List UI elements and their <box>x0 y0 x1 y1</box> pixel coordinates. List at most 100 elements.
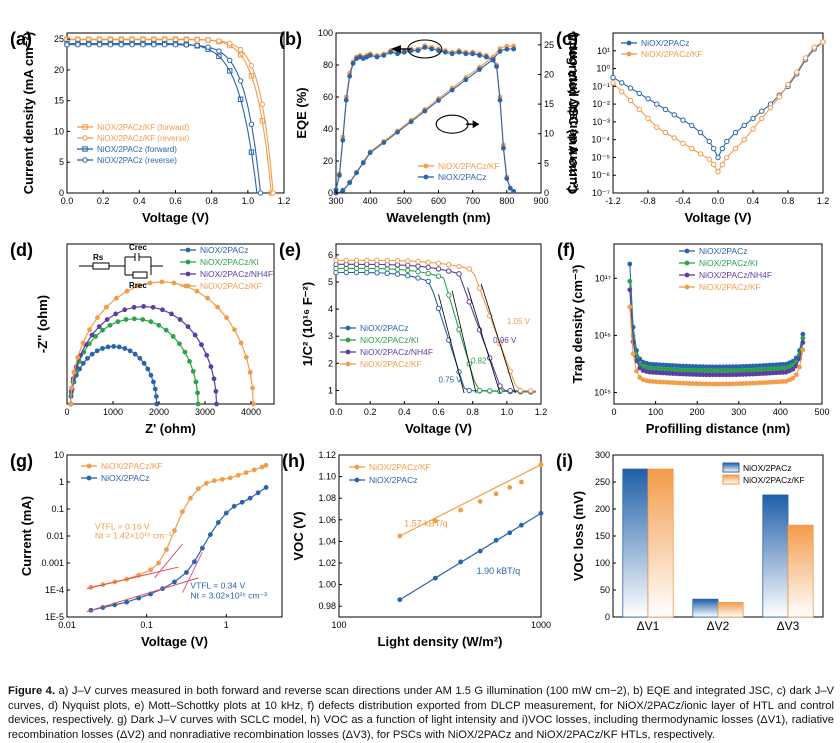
series-marker <box>235 472 241 478</box>
series-marker <box>715 168 721 175</box>
series-marker <box>727 372 733 378</box>
series-marker <box>193 379 199 385</box>
series-marker <box>425 259 431 265</box>
series-marker <box>507 387 513 394</box>
x-tick-label: 800 <box>499 196 514 206</box>
series-marker <box>707 372 713 378</box>
series-marker <box>689 145 695 152</box>
panel-e: (e)0.75 V0.820.96 V1.05 V0.0 0.2 0.4 0.6 0.8… <box>279 240 547 436</box>
series-marker <box>247 369 253 375</box>
series-marker <box>205 37 211 43</box>
bar <box>692 598 719 618</box>
series-marker <box>724 154 730 161</box>
panel-label: (f) <box>557 240 575 260</box>
x-tick-label: 1.2 <box>535 407 548 417</box>
series-marker <box>634 368 639 374</box>
vbi-annotation: 0.82 <box>471 356 487 365</box>
legend-text: NiOX/2PACz/KF <box>360 359 422 369</box>
series-marker <box>100 327 105 333</box>
series-marker <box>172 579 177 585</box>
series-marker <box>216 38 222 44</box>
series-marker <box>127 348 133 354</box>
series-marker <box>637 375 643 380</box>
eqe-marker <box>463 51 469 57</box>
y-tick-label: 20 <box>323 156 333 166</box>
series-marker <box>654 101 660 107</box>
series-marker <box>627 261 633 267</box>
x-tick-label: 0.0 <box>712 196 725 206</box>
y-tick-label: 6 <box>328 250 333 260</box>
series-marker <box>188 495 193 501</box>
caption-text: a) J–V curves measured in both forward a… <box>8 685 834 741</box>
series-marker <box>89 351 95 357</box>
legend-text: NiOX/2PACz <box>641 38 690 48</box>
series-marker <box>248 62 255 69</box>
series-marker <box>64 41 70 48</box>
series-marker <box>456 271 462 277</box>
series-marker <box>713 381 719 387</box>
legend-text: NiOX/2PACz <box>743 463 792 473</box>
y-axis-label: VOC (V) <box>291 511 306 560</box>
x-tick-label: 0.8 <box>782 196 795 206</box>
series-marker <box>219 476 225 482</box>
series-marker <box>248 149 255 155</box>
series-marker <box>759 115 765 122</box>
series-marker <box>730 364 736 370</box>
series-marker <box>164 547 169 552</box>
series-marker <box>697 368 703 374</box>
series-marker <box>163 327 169 333</box>
y-tick-label: 0.01 <box>46 531 64 541</box>
series-marker <box>111 344 117 349</box>
y-tick-label: 100 <box>318 28 333 38</box>
series-marker <box>122 346 128 351</box>
series-marker <box>148 567 154 573</box>
x-tick-label: 0.1 <box>140 620 153 630</box>
legend-swatch <box>722 462 740 473</box>
y-tick-label: 0 <box>328 188 333 198</box>
x-tick-label: 1.2 <box>817 196 830 206</box>
series-marker <box>720 381 726 387</box>
legend-marker <box>354 477 360 483</box>
series-marker <box>700 364 706 370</box>
series-marker <box>394 257 401 264</box>
series-marker <box>255 490 261 496</box>
eqe-marker <box>442 49 448 55</box>
series-marker <box>161 42 168 48</box>
series-marker <box>107 322 113 328</box>
series-marker <box>171 280 177 286</box>
series-marker <box>697 129 704 136</box>
kf-slope: 1.57 kBT/q <box>404 518 448 528</box>
panel-label: (e) <box>279 240 301 260</box>
series-marker <box>194 42 200 49</box>
series-marker <box>343 257 349 263</box>
y-tick-label: 10¹ <box>597 46 610 56</box>
tfl-fit <box>154 543 183 579</box>
series-marker <box>384 257 390 264</box>
series-marker <box>148 372 154 378</box>
series-marker <box>759 108 765 114</box>
caption-lead: Figure 4. <box>8 685 55 697</box>
series-marker <box>86 41 92 48</box>
series-marker <box>619 88 625 95</box>
series-marker <box>141 304 146 309</box>
series-marker <box>215 520 221 525</box>
legend-text: NiOX/2PACz <box>369 475 418 485</box>
legend-text: NiOX/2PACz <box>101 473 150 483</box>
series-marker <box>177 317 183 322</box>
legend-text: NiOX/2PACz <box>360 323 409 333</box>
series-marker <box>517 387 524 394</box>
series-marker <box>250 385 255 391</box>
series-marker <box>203 480 209 486</box>
series-marker <box>802 55 809 61</box>
legend-text: NiOX/2PACz <box>699 246 748 256</box>
series-marker <box>723 364 729 370</box>
series-marker <box>713 368 719 374</box>
series-marker <box>232 327 237 333</box>
y-tick-label: 1.04 <box>318 536 336 546</box>
panel-label: (a) <box>10 29 32 49</box>
series-marker <box>216 48 222 54</box>
series-marker <box>719 145 726 152</box>
fit-line <box>451 290 477 394</box>
legend-marker <box>684 284 690 290</box>
highlight-ellipse <box>435 114 469 134</box>
